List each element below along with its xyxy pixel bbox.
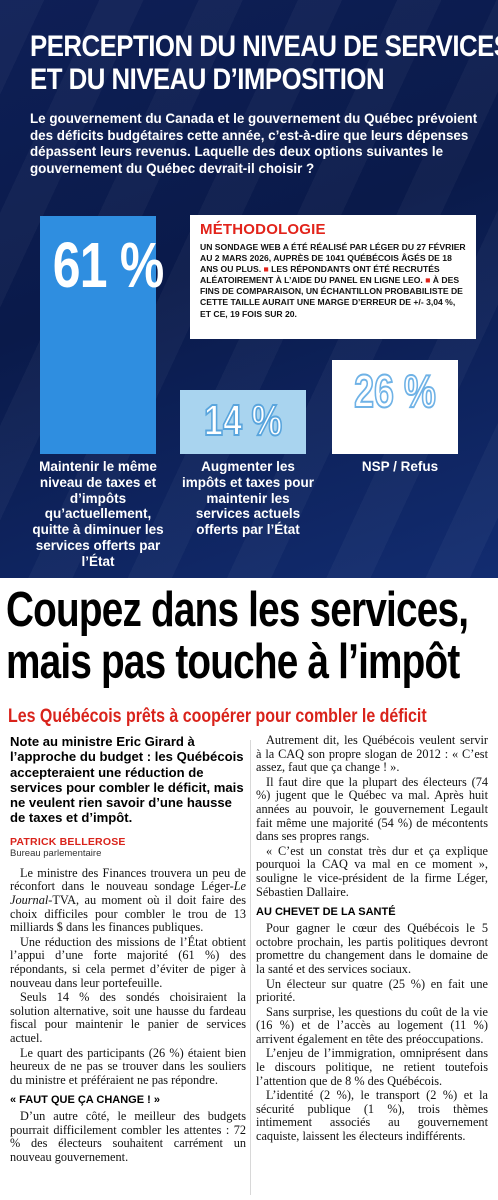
paragraph: Le quart des participants (26 %) étaient… (10, 1045, 246, 1087)
methodology-text-part: À des fins de comparaison, un échantillo… (200, 275, 463, 319)
category-label: NSP / Refus (361, 459, 439, 474)
paragraph: Pour gagner le cœur des Québécois le 5 o… (256, 921, 488, 976)
article-subhead: Les Québécois prêts à coopérer pour comb… (8, 706, 427, 727)
bar-value-label: 26 % (353, 364, 436, 418)
bar-value-label: 61 % (52, 229, 164, 301)
section-heading: « FAUT QUE ÇA CHANGE ! » (10, 1094, 160, 1107)
author-role: Bureau parlementaire (10, 847, 102, 859)
paragraph-text: -TVA, au moment où il doit faire des cho… (10, 892, 246, 935)
headline-line-2: mais pas touche à l’impôt (6, 635, 460, 689)
paragraph: Sans surprise, les questions du coût de … (256, 1004, 488, 1046)
methodology-text-part: Les répondants ont été recrutés aléatoir… (200, 264, 440, 286)
paragraph: Seuls 14 % des sondés choisiraient la so… (10, 990, 246, 1045)
article-lead: Note au ministre Eric Girard à l’approch… (10, 734, 244, 826)
methodology-title: MÉTHODOLOGIE (200, 221, 326, 238)
paragraph-text: Le ministre des Finances trouvera un peu… (10, 865, 246, 894)
publication-name: Le Journal (10, 879, 246, 907)
paragraph: L’enjeu de l’immigration, omniprésent da… (256, 1046, 488, 1088)
paragraph: Une réduction des missions de l’État obt… (10, 934, 246, 990)
poll-question: Le gouvernement du Canada et le gouverne… (30, 111, 478, 176)
author-name: PATRICK BELLEROSE (10, 835, 126, 848)
category-label: Augmenter les impôts et taxes pour maint… (181, 459, 315, 538)
infographic-title-line-2: ET DU NIVEAU D’IMPOSITION (30, 63, 385, 96)
paragraph: Il faut dire que la plupart des électeur… (256, 774, 488, 844)
bar-maintain-taxes: 61 % (40, 216, 164, 454)
paragraph: Le ministre des Finances trouvera un peu… (10, 865, 246, 935)
section-heading: AU CHEVET DE LA SANTÉ (256, 906, 396, 919)
paragraph: Autrement dit, les Québécois veulent ser… (256, 733, 488, 775)
article-headline: Coupez dans les services, mais pas touch… (6, 583, 469, 689)
category-label: Maintenir le même niveau de taxes et d’i… (32, 459, 164, 569)
poll-infographic: PERCEPTION DU NIVEAU DE SERVICES ET DU N… (0, 0, 498, 578)
bullet-square-icon: ■ (263, 264, 269, 275)
infographic-title-line-1: PERCEPTION DU NIVEAU DE SERVICES (30, 30, 498, 63)
paragraph: L’identité (2 %), le transport (2 %) et … (256, 1088, 488, 1144)
infographic-title: PERCEPTION DU NIVEAU DE SERVICES ET DU N… (30, 30, 498, 96)
headline-line-1: Coupez dans les services, (6, 583, 469, 637)
paragraph: « C’est un constat très dur et ça expliq… (256, 843, 488, 899)
bullet-square-icon: ■ (425, 275, 431, 286)
bar-no-answer: 26 % (332, 360, 458, 454)
bar-raise-taxes: 14 % (180, 390, 306, 454)
paragraph: Un électeur sur quatre (25 %) en fait un… (256, 976, 488, 1005)
methodology-text: Un sondage web a été réalisé par Léger d… (200, 242, 466, 320)
paragraph: D’un autre côté, le meilleur des budgets… (10, 1109, 246, 1165)
column-divider (250, 740, 251, 1195)
article-column-right: Autrement dit, les Québécois veulent ser… (256, 733, 488, 1145)
methodology-text-part: Un sondage web a été réalisé par Léger d… (200, 242, 466, 275)
bar-value-label: 14 % (203, 395, 283, 446)
article-column-left: Note au ministre Eric Girard à l’approch… (10, 734, 246, 1166)
methodology-box: MÉTHODOLOGIE Un sondage web a été réalis… (190, 215, 476, 339)
